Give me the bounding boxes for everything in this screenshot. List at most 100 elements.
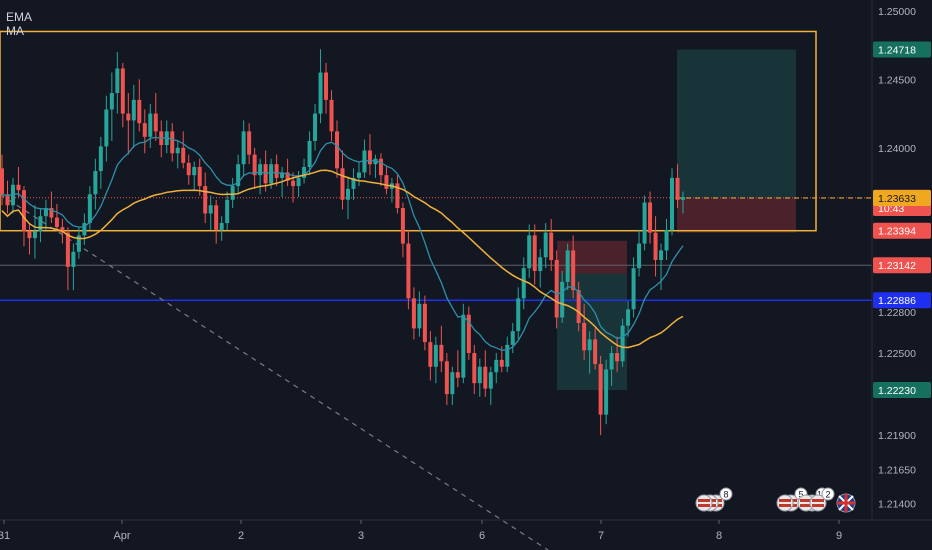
x-tick-label: 31 xyxy=(0,530,10,542)
candle-body xyxy=(164,131,169,146)
candle-body xyxy=(49,208,54,218)
x-tick-label: 6 xyxy=(479,530,485,542)
candle-body xyxy=(554,260,559,318)
candle-body xyxy=(422,303,427,343)
candle-body xyxy=(54,217,59,228)
candle-body xyxy=(16,184,21,191)
candle-body xyxy=(76,235,81,252)
stop-loss-zone xyxy=(677,198,796,233)
event-count-badge xyxy=(821,487,835,501)
candle-body xyxy=(252,154,257,176)
x-tick-label: Apr xyxy=(113,530,130,542)
candle-body xyxy=(488,372,493,389)
flag-icon-stripe xyxy=(698,504,710,507)
price-tag xyxy=(873,190,931,207)
candle-body xyxy=(483,366,488,389)
candle-body xyxy=(626,309,631,326)
price-tag-label: 1.23633 xyxy=(878,193,916,205)
uk-flag-icon xyxy=(836,493,856,513)
candle-body xyxy=(181,147,186,163)
flag-icon-stripe xyxy=(812,504,824,507)
candle-body xyxy=(428,342,433,367)
candle-body xyxy=(65,232,70,267)
price-tag xyxy=(873,382,931,398)
event-badge: 2 xyxy=(809,487,835,512)
candle-body xyxy=(32,231,37,239)
flag-icon-stripe xyxy=(800,504,812,507)
candle-body xyxy=(60,227,65,233)
candle-body xyxy=(137,99,142,124)
candle-body xyxy=(236,164,241,187)
candle-body xyxy=(302,166,307,178)
candle-body xyxy=(241,131,246,165)
candle-body xyxy=(98,146,103,172)
candle-body xyxy=(598,364,603,415)
candle-body xyxy=(225,199,230,224)
event-count-badge xyxy=(719,487,733,501)
candle-body xyxy=(411,298,416,329)
candle-body xyxy=(466,314,471,354)
candle-body xyxy=(560,281,565,318)
candle-body xyxy=(38,216,43,232)
candle-body xyxy=(93,171,98,195)
candle-body xyxy=(142,123,147,137)
price-tag xyxy=(873,222,931,239)
event-count-label: 8 xyxy=(723,490,728,500)
x-tick-label: 9 xyxy=(836,530,842,542)
x-tick-label: 7 xyxy=(598,530,604,542)
candle-body xyxy=(521,268,526,299)
candle-body xyxy=(186,162,191,176)
candle-body xyxy=(653,232,658,260)
candle-body xyxy=(637,243,642,269)
candle-body xyxy=(400,208,405,244)
candle-body xyxy=(120,68,125,114)
candle-body xyxy=(131,99,136,121)
candle-body xyxy=(214,205,219,230)
flag-icon-stripe xyxy=(779,499,791,502)
candle-body xyxy=(642,202,647,244)
candle-body xyxy=(230,186,235,200)
trend-line xyxy=(0,193,549,550)
flag-icon xyxy=(695,494,713,512)
candle-body xyxy=(631,268,636,310)
candle-body xyxy=(439,344,444,362)
legend-ema[interactable]: EMA xyxy=(6,10,33,24)
candle-body xyxy=(571,250,576,291)
legend-ma[interactable]: MA xyxy=(6,24,24,38)
prior-target-zone xyxy=(557,273,627,390)
flag-icon-stripe xyxy=(812,499,824,502)
candle-body xyxy=(219,223,224,230)
y-tick-label: 1.21900 xyxy=(878,430,916,442)
candle-body xyxy=(587,339,592,351)
candle-body xyxy=(109,93,114,110)
candle-body xyxy=(324,72,329,100)
candle-body xyxy=(153,113,158,132)
candle-body xyxy=(615,353,620,362)
y-tick-label: 1.24500 xyxy=(878,74,916,86)
event-badge: 5 xyxy=(776,487,808,512)
candle-body xyxy=(126,113,131,121)
price-tag xyxy=(873,292,931,309)
candle-body xyxy=(192,166,197,176)
candle-body xyxy=(10,184,15,206)
candle-body xyxy=(269,164,274,184)
candle-body xyxy=(433,344,438,367)
candle-body xyxy=(329,99,334,132)
take-profit-zone xyxy=(677,49,796,199)
price-tag xyxy=(873,41,931,58)
candle-body xyxy=(543,232,548,258)
candle-body xyxy=(356,172,361,178)
candle-body xyxy=(0,168,4,195)
candle-body xyxy=(406,243,411,299)
candle-body xyxy=(461,314,466,378)
candle-body xyxy=(505,344,510,367)
candle-body xyxy=(335,131,340,169)
event-badge: 8 xyxy=(695,487,733,512)
candle-body xyxy=(494,359,499,373)
flag-icon-stripe xyxy=(698,499,710,502)
candle-body xyxy=(175,147,180,154)
candle-body xyxy=(82,223,87,236)
candle-body xyxy=(510,331,515,345)
x-tick-label: 2 xyxy=(238,530,244,542)
